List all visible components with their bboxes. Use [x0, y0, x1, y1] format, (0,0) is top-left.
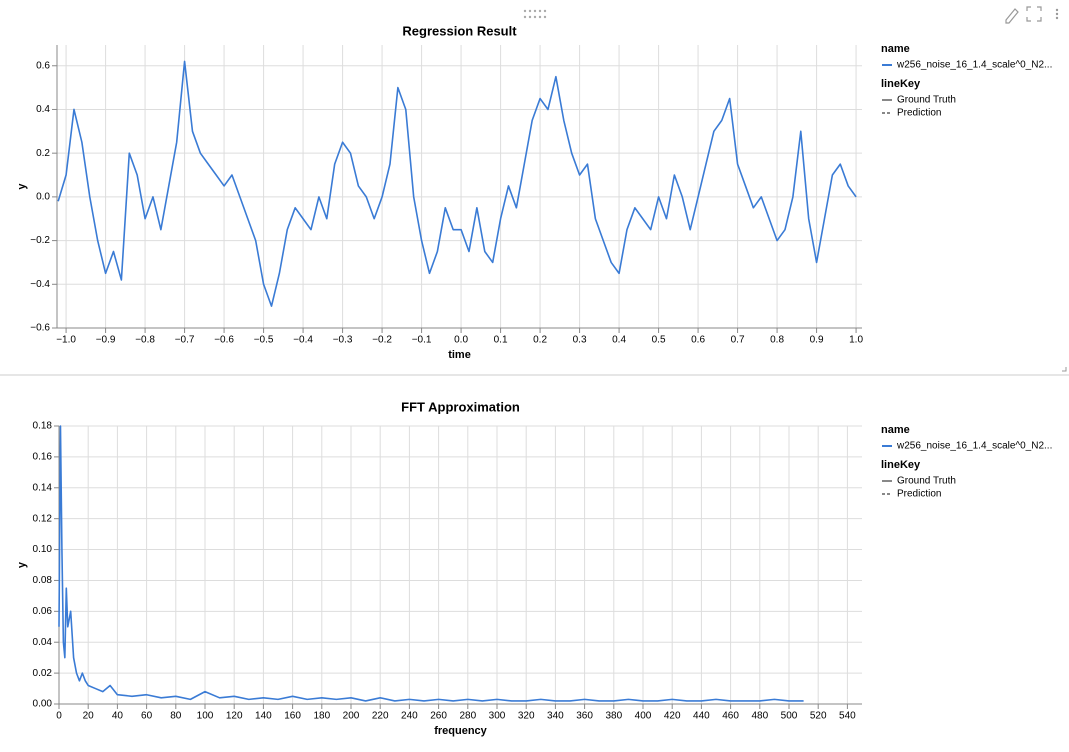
legend-title: lineKey [881, 459, 921, 471]
x-tick-label: −0.9 [96, 335, 116, 346]
x-tick-label: 260 [430, 711, 447, 722]
y-tick-label: 0.00 [33, 699, 53, 710]
x-tick-label: −0.8 [135, 335, 155, 346]
x-tick-label: −0.6 [214, 335, 234, 346]
legend-entry: w256_noise_16_1.4_scale^0_N2... [896, 60, 1052, 71]
y-tick-label: 0.18 [33, 421, 53, 432]
x-tick-label: −0.4 [293, 335, 313, 346]
y-tick-label: 0.04 [33, 637, 53, 648]
x-tick-label: 60 [141, 711, 153, 722]
y-tick-label: 0.12 [33, 513, 53, 524]
x-tick-label: 220 [372, 711, 389, 722]
edit-icon[interactable] [1005, 8, 1019, 24]
x-tick-label: 0.7 [731, 335, 745, 346]
menu-icon[interactable] [1055, 8, 1059, 20]
x-tick-label: 0.1 [494, 335, 508, 346]
x-tick-label: 0.4 [612, 335, 626, 346]
x-tick-label: 0.6 [691, 335, 705, 346]
x-tick-label: 380 [605, 711, 622, 722]
y-tick-label: 0.4 [36, 104, 50, 115]
x-tick-label: 240 [401, 711, 418, 722]
x-tick-label: 400 [635, 711, 652, 722]
data-line [57, 60, 857, 307]
fullscreen-icon[interactable] [1026, 6, 1042, 22]
resize-handle [1062, 367, 1067, 372]
y-tick-label: 0.14 [33, 482, 53, 493]
x-tick-label: 540 [839, 711, 856, 722]
x-tick-label: −0.3 [333, 335, 353, 346]
x-tick-label: 440 [693, 711, 710, 722]
y-tick-label: 0.02 [33, 668, 53, 679]
x-tick-label: 500 [781, 711, 798, 722]
x-tick-label: 0.8 [770, 335, 784, 346]
x-tick-label: 1.0 [849, 335, 863, 346]
data-line [58, 425, 804, 702]
x-tick-label: 0.9 [810, 335, 824, 346]
x-tick-label: 0.5 [652, 335, 666, 346]
chart-title: FFT Approximation [401, 399, 520, 414]
y-axis-label: y [16, 183, 28, 190]
x-tick-label: −1.0 [56, 335, 76, 346]
y-tick-label: −0.6 [30, 323, 50, 334]
x-tick-label: 40 [112, 711, 124, 722]
y-tick-label: −0.2 [30, 235, 50, 246]
legend-entry: Prediction [897, 489, 941, 500]
y-tick-label: −0.4 [30, 279, 50, 290]
x-tick-label: 460 [722, 711, 739, 722]
x-tick-label: −0.1 [412, 335, 432, 346]
x-tick-label: 320 [518, 711, 535, 722]
y-tick-label: 0.0 [36, 192, 50, 203]
x-tick-label: 360 [576, 711, 593, 722]
x-tick-label: 420 [664, 711, 681, 722]
legend-title: name [881, 424, 910, 436]
legend-entry: Prediction [897, 108, 941, 119]
legend-entry: Ground Truth [897, 476, 956, 487]
x-tick-label: 520 [810, 711, 827, 722]
x-tick-label: 180 [313, 711, 330, 722]
y-tick-label: 0.16 [33, 452, 53, 463]
y-tick-label: 0.06 [33, 606, 53, 617]
x-tick-label: 0.0 [454, 335, 468, 346]
x-tick-label: 480 [751, 711, 768, 722]
y-tick-label: 0.2 [36, 148, 50, 159]
x-tick-label: 300 [489, 711, 506, 722]
x-tick-label: 0.2 [533, 335, 547, 346]
x-axis-label: frequency [434, 725, 487, 737]
legend-entry: Ground Truth [897, 95, 956, 106]
x-tick-label: 100 [197, 711, 214, 722]
legend-title: name [881, 43, 910, 55]
x-tick-label: −0.5 [254, 335, 274, 346]
x-tick-label: 160 [284, 711, 301, 722]
legend-title: lineKey [881, 78, 921, 90]
x-tick-label: 0 [56, 711, 62, 722]
x-tick-label: 0.3 [573, 335, 587, 346]
drag-handle[interactable] [523, 9, 547, 19]
y-tick-label: 0.08 [33, 575, 53, 586]
x-tick-label: −0.2 [372, 335, 392, 346]
y-tick-label: 0.6 [36, 60, 50, 71]
x-tick-label: −0.7 [175, 335, 195, 346]
chart-title: Regression Result [402, 23, 517, 38]
y-tick-label: 0.10 [33, 544, 53, 555]
x-tick-label: 20 [83, 711, 95, 722]
x-tick-label: 80 [170, 711, 182, 722]
x-axis-label: time [448, 349, 471, 361]
x-tick-label: 340 [547, 711, 564, 722]
x-tick-label: 120 [226, 711, 243, 722]
x-tick-label: 140 [255, 711, 272, 722]
y-axis-label: y [16, 561, 28, 568]
x-tick-label: 200 [343, 711, 360, 722]
legend-entry: w256_noise_16_1.4_scale^0_N2... [896, 441, 1052, 452]
x-tick-label: 280 [459, 711, 476, 722]
